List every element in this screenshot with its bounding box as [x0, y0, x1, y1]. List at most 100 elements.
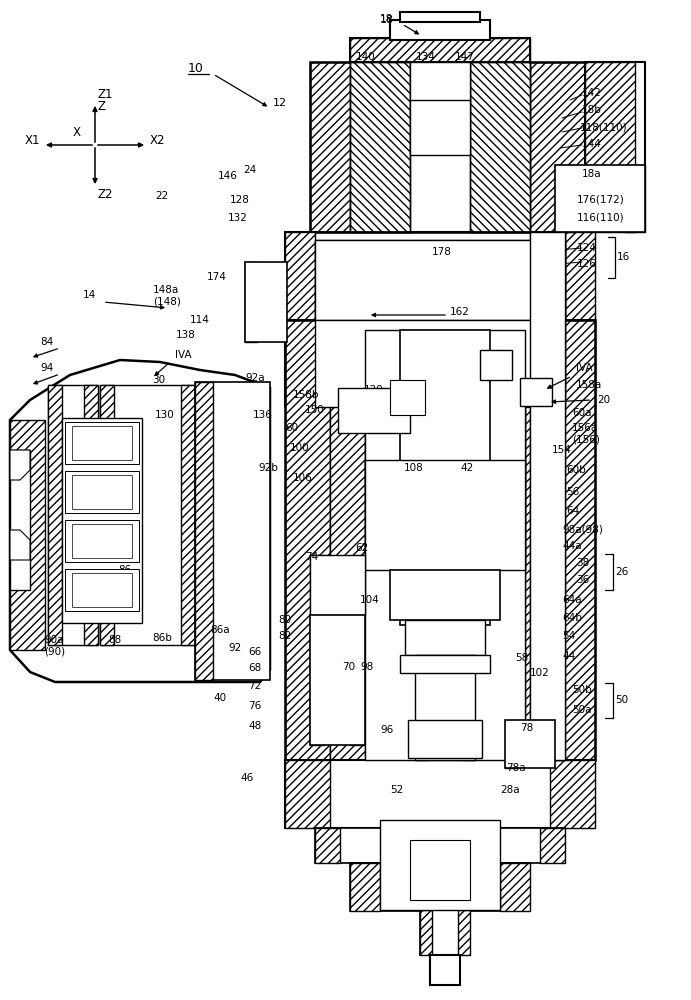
- Text: 44: 44: [562, 651, 575, 661]
- Bar: [440, 240, 565, 320]
- Bar: [65, 520, 139, 562]
- Bar: [62, 418, 142, 623]
- Bar: [245, 262, 257, 342]
- Bar: [585, 62, 635, 232]
- Text: 48: 48: [248, 721, 261, 731]
- Bar: [285, 760, 595, 828]
- Text: IVA: IVA: [576, 363, 593, 373]
- Bar: [195, 382, 213, 680]
- Text: 72: 72: [248, 681, 261, 691]
- Bar: [350, 863, 380, 911]
- Bar: [390, 570, 415, 620]
- Bar: [72, 475, 132, 509]
- Bar: [350, 62, 410, 232]
- Bar: [285, 760, 330, 828]
- Text: 104: 104: [360, 595, 380, 605]
- Bar: [480, 460, 525, 570]
- Text: 20: 20: [597, 395, 610, 405]
- Text: Z1: Z1: [98, 89, 113, 102]
- Text: X2: X2: [150, 133, 166, 146]
- Text: 30: 30: [152, 375, 165, 385]
- Bar: [555, 165, 575, 232]
- Bar: [350, 62, 410, 232]
- Bar: [410, 840, 470, 900]
- Text: 102: 102: [530, 668, 550, 678]
- Text: 18b: 18b: [582, 105, 602, 115]
- Bar: [330, 330, 365, 760]
- Text: IVA: IVA: [175, 350, 191, 360]
- Bar: [10, 450, 30, 590]
- Text: 62: 62: [355, 543, 368, 553]
- Text: 134: 134: [416, 52, 436, 62]
- Text: 64b: 64b: [562, 613, 582, 623]
- Text: 174: 174: [207, 272, 227, 282]
- Text: 147: 147: [455, 52, 475, 62]
- Bar: [520, 378, 552, 406]
- Text: 108: 108: [404, 463, 424, 473]
- Text: 28a: 28a: [500, 785, 520, 795]
- Bar: [525, 330, 560, 760]
- Bar: [500, 863, 530, 911]
- Text: 66: 66: [248, 647, 261, 657]
- Bar: [310, 615, 365, 745]
- Text: 78: 78: [520, 723, 533, 733]
- Text: Z2: Z2: [98, 188, 113, 202]
- Text: 94: 94: [40, 363, 53, 373]
- Text: 92: 92: [228, 643, 241, 653]
- Bar: [315, 240, 565, 320]
- Text: 50: 50: [615, 695, 628, 705]
- Bar: [390, 380, 425, 415]
- Text: 128: 128: [230, 195, 250, 205]
- Text: 98: 98: [360, 662, 373, 672]
- Bar: [350, 863, 530, 911]
- Bar: [84, 385, 98, 645]
- Bar: [285, 232, 315, 407]
- Text: 38: 38: [576, 558, 589, 568]
- Bar: [555, 320, 595, 760]
- Text: 96: 96: [380, 725, 393, 735]
- Bar: [365, 330, 425, 485]
- Text: Z: Z: [98, 100, 106, 112]
- Bar: [365, 460, 410, 570]
- Bar: [530, 232, 565, 760]
- Bar: [465, 330, 525, 485]
- Text: 24: 24: [243, 165, 256, 175]
- Text: (90): (90): [44, 646, 65, 656]
- Bar: [65, 569, 139, 611]
- Text: 150: 150: [305, 405, 325, 415]
- Text: 142: 142: [582, 88, 602, 98]
- Bar: [463, 655, 475, 760]
- Text: 92b: 92b: [258, 463, 278, 473]
- Bar: [410, 100, 470, 155]
- Text: 86b: 86b: [152, 633, 172, 643]
- Text: 84: 84: [40, 337, 53, 347]
- Bar: [315, 828, 565, 863]
- Bar: [285, 320, 330, 760]
- Text: 18: 18: [380, 14, 393, 24]
- Bar: [365, 460, 525, 570]
- Bar: [65, 422, 139, 464]
- Bar: [400, 12, 480, 22]
- Bar: [315, 320, 565, 407]
- Bar: [470, 62, 530, 232]
- Text: 124: 124: [577, 243, 597, 253]
- Text: 132: 132: [228, 213, 248, 223]
- Text: 22: 22: [155, 191, 168, 201]
- Text: (148): (148): [153, 297, 181, 307]
- Text: 40: 40: [213, 693, 226, 703]
- Text: 86a: 86a: [210, 625, 229, 635]
- Bar: [410, 62, 470, 102]
- Text: 50b: 50b: [572, 685, 591, 695]
- Bar: [530, 62, 585, 232]
- Text: 130: 130: [155, 410, 175, 420]
- Text: 44a: 44a: [562, 541, 582, 551]
- Text: 28: 28: [415, 843, 428, 853]
- Text: 36: 36: [576, 575, 589, 585]
- Text: 158b: 158b: [293, 390, 319, 400]
- Bar: [350, 38, 530, 62]
- Text: 60: 60: [285, 423, 298, 433]
- Text: 86: 86: [118, 565, 131, 575]
- Bar: [415, 655, 427, 760]
- Bar: [530, 232, 565, 760]
- Text: 18: 18: [380, 15, 394, 25]
